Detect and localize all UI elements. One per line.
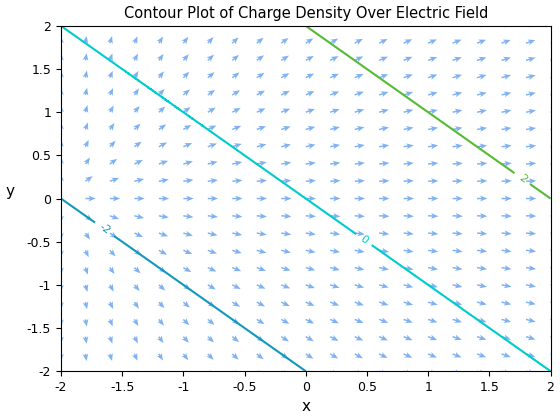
Text: 0: 0	[358, 234, 370, 246]
Text: -2: -2	[97, 222, 112, 236]
Title: Contour Plot of Charge Density Over Electric Field: Contour Plot of Charge Density Over Elec…	[124, 5, 488, 21]
Text: 2: 2	[516, 173, 528, 185]
Y-axis label: y: y	[6, 184, 15, 199]
X-axis label: x: x	[301, 399, 310, 415]
